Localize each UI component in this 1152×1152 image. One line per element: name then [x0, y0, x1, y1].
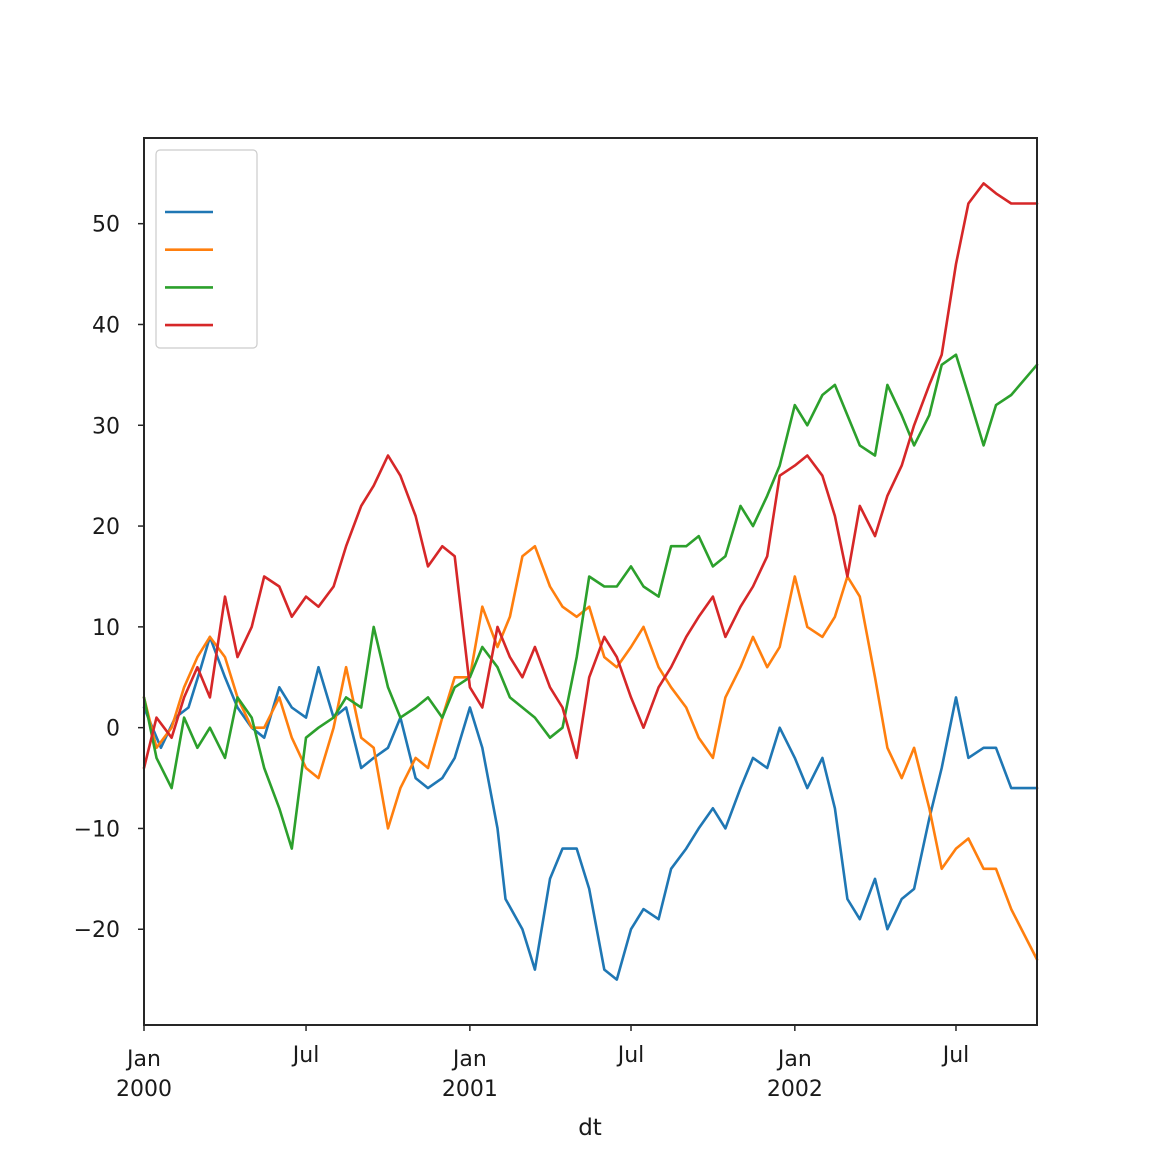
plot-frame — [143, 137, 1038, 1026]
y-tick-label: −20 — [74, 918, 120, 943]
x-tick-sublabel: 2002 — [767, 1077, 823, 1102]
x-tick-label: Jan — [776, 1047, 812, 1072]
legend — [155, 149, 258, 349]
series-layer — [142, 182, 1039, 981]
y-tick-label: 50 — [92, 213, 120, 238]
x-tick-sublabel: 2001 — [442, 1077, 498, 1102]
series-line-1 — [142, 635, 1039, 981]
y-tick-label: 10 — [92, 616, 120, 641]
x-axis: Jan 2000 Jul Jan 2001 Jul Jan 2002 Jul — [116, 1025, 969, 1102]
y-tick-label: 40 — [92, 313, 120, 338]
x-tick-label: Jul — [941, 1043, 970, 1068]
x-tick-label: Jan — [451, 1047, 487, 1072]
y-tick-label: 20 — [92, 515, 120, 540]
x-tick-label: Jul — [291, 1043, 320, 1068]
x-tick-label: Jul — [616, 1043, 645, 1068]
y-tick-label: 0 — [106, 717, 120, 742]
x-tick-label: Jan — [125, 1047, 161, 1072]
series-line-3 — [142, 353, 1039, 850]
x-tick-sublabel: 2000 — [116, 1077, 172, 1102]
y-axis: 50 40 30 20 10 0 −10 −20 — [74, 213, 144, 943]
y-tick-label: −10 — [74, 817, 120, 842]
series-line-4 — [142, 182, 1039, 770]
y-tick-label: 30 — [92, 414, 120, 439]
x-axis-title: dt — [578, 1115, 602, 1141]
